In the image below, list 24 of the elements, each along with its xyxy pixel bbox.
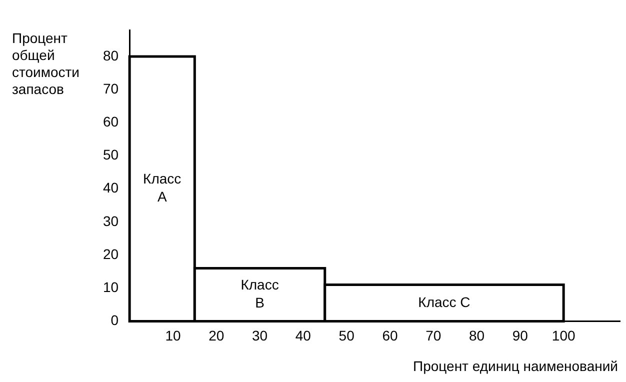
x-tick-label: 90 bbox=[512, 327, 528, 344]
x-tick-label: 80 bbox=[468, 327, 485, 344]
y-tick-label: 80 bbox=[102, 47, 119, 64]
x-tick-label: 40 bbox=[295, 327, 312, 344]
x-axis-title: Процент единиц наименований bbox=[413, 358, 618, 374]
x-tick-label: 60 bbox=[382, 327, 398, 344]
y-tick-label: 40 bbox=[102, 180, 119, 196]
y-tick-label: 20 bbox=[102, 246, 119, 262]
y-tick-label: 30 bbox=[102, 212, 119, 229]
x-tick-label: 50 bbox=[338, 327, 355, 344]
annotation: Класс A bbox=[143, 170, 182, 205]
annotation: Класс B bbox=[240, 276, 279, 311]
y-tick-label: 50 bbox=[102, 146, 119, 163]
y-tick-label: 10 bbox=[102, 278, 119, 295]
y-tick-label: 70 bbox=[102, 80, 119, 96]
x-tick-label: 100 bbox=[552, 327, 576, 344]
y-axis-title: Процент общей стоимости запасов bbox=[12, 30, 81, 98]
x-tick-label: 70 bbox=[426, 327, 442, 344]
x-tick-label: 30 bbox=[252, 327, 268, 344]
x-tick-label: 20 bbox=[208, 327, 224, 344]
x-tick-label: 10 bbox=[165, 327, 181, 344]
y-tick-label: 60 bbox=[102, 114, 119, 130]
annotation: Класс C bbox=[418, 294, 470, 310]
y-tick-label: 0 bbox=[110, 312, 119, 328]
